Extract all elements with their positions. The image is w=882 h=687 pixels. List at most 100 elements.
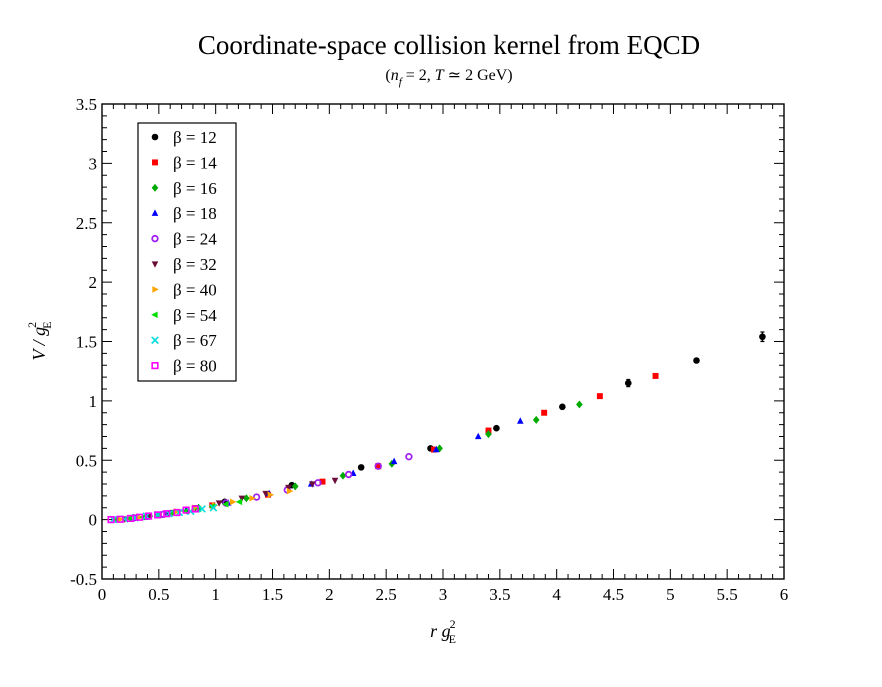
data-points <box>107 331 766 524</box>
axis-ticks <box>101 103 785 580</box>
legend-marker <box>151 261 159 268</box>
data-point <box>249 494 256 502</box>
data-point <box>198 505 206 513</box>
data-point <box>374 462 382 470</box>
legend-label: β = 32 <box>173 255 217 274</box>
data-point <box>357 464 365 471</box>
legend: β = 12 β = 14 β = 16 β = 18 β = 24 β = 32 β = … <box>151 128 217 376</box>
x-tick-label: 6 <box>780 585 789 604</box>
y-tick-labels: -0.5 0 0.5 1 1.5 2 2.5 3 3.5 <box>70 95 97 589</box>
data-point <box>117 515 124 523</box>
data-point <box>144 512 153 520</box>
data-point <box>209 503 218 512</box>
legend-marker <box>151 234 159 243</box>
y-tick-label: 0.5 <box>76 451 97 470</box>
chart-title: Coordinate-space collision kernel from E… <box>198 30 700 60</box>
data-point <box>516 417 524 424</box>
data-point <box>107 516 115 524</box>
legend-label: β = 12 <box>173 128 217 147</box>
data-point <box>693 357 700 364</box>
data-point <box>390 457 398 465</box>
data-point <box>541 409 548 416</box>
data-point <box>314 479 322 487</box>
legend-marker <box>151 361 159 370</box>
data-point <box>331 477 339 485</box>
series-1 <box>164 331 766 517</box>
y-tick-label: 0 <box>89 511 98 530</box>
legend-label: β = 54 <box>173 306 217 325</box>
legend-label: β = 80 <box>173 357 217 376</box>
data-point <box>319 478 326 485</box>
series-10 <box>107 505 199 524</box>
x-tick-label: 5.5 <box>717 585 738 604</box>
x-tick-label: 4.5 <box>603 585 624 604</box>
legend-marker <box>151 209 159 216</box>
data-point <box>596 393 603 400</box>
data-point <box>405 452 413 461</box>
x-tick-label: 2.5 <box>376 585 397 604</box>
legend-box <box>137 122 237 382</box>
data-point <box>493 424 500 432</box>
data-point <box>308 481 316 488</box>
data-point <box>432 445 440 453</box>
x-tick-label: 1.5 <box>262 585 283 604</box>
series-3 <box>146 400 583 521</box>
y-tick-label: 1.5 <box>76 333 97 352</box>
data-point <box>154 511 162 519</box>
legend-marker <box>151 336 159 345</box>
data-point <box>576 400 583 409</box>
data-point <box>125 515 132 522</box>
y-tick-label: 3 <box>89 154 98 173</box>
data-point <box>652 372 659 379</box>
data-point <box>262 490 269 498</box>
data-point <box>135 513 144 521</box>
data-point <box>485 430 492 439</box>
data-point <box>243 494 250 503</box>
series-6 <box>121 477 339 523</box>
legend-label: β = 40 <box>173 280 217 299</box>
y-tick-label: -0.5 <box>70 570 97 589</box>
data-point <box>252 493 261 501</box>
x-tick-labels: 0 0.5 1 1.5 2 2.5 3 3.5 4 4.5 5 5.5 6 <box>98 585 789 604</box>
y-tick-label: 3.5 <box>76 95 97 114</box>
y-tick-label: 2 <box>89 273 98 292</box>
legend-marker <box>151 183 159 192</box>
data-point <box>624 379 632 387</box>
legend-marker <box>151 311 158 319</box>
data-point <box>116 515 124 523</box>
legend-label: β = 18 <box>173 204 217 223</box>
data-point <box>474 432 482 440</box>
data-point <box>163 510 171 518</box>
x-tick-label: 3 <box>439 585 448 604</box>
data-point <box>215 500 223 507</box>
data-point <box>430 446 437 453</box>
y-axis-label: V / g2E <box>25 321 54 360</box>
series-2 <box>155 372 659 518</box>
legend-label: β = 24 <box>173 230 217 249</box>
x-tick-label: 5 <box>666 585 675 604</box>
data-point <box>759 333 766 341</box>
x-axis-label: r g2 E <box>430 617 456 646</box>
y-tick-label: 1 <box>89 392 98 411</box>
data-point <box>344 470 353 479</box>
legend-marker <box>152 286 159 293</box>
legend-label: β = 16 <box>173 179 217 198</box>
data-point <box>291 482 299 491</box>
data-point <box>230 498 237 506</box>
data-point <box>173 508 181 517</box>
x-tick-label: 3.5 <box>489 585 510 604</box>
data-point <box>339 471 347 480</box>
x-tick-label: 2 <box>325 585 334 604</box>
data-point <box>267 491 275 498</box>
data-point <box>191 505 199 513</box>
data-point <box>235 498 243 506</box>
legend-label: β = 14 <box>173 153 217 172</box>
y-tick-label: 2.5 <box>76 214 97 233</box>
data-point <box>532 415 540 424</box>
data-point <box>126 514 135 523</box>
data-point <box>559 403 566 411</box>
x-tick-label: 1 <box>211 585 220 604</box>
data-point <box>182 506 190 514</box>
